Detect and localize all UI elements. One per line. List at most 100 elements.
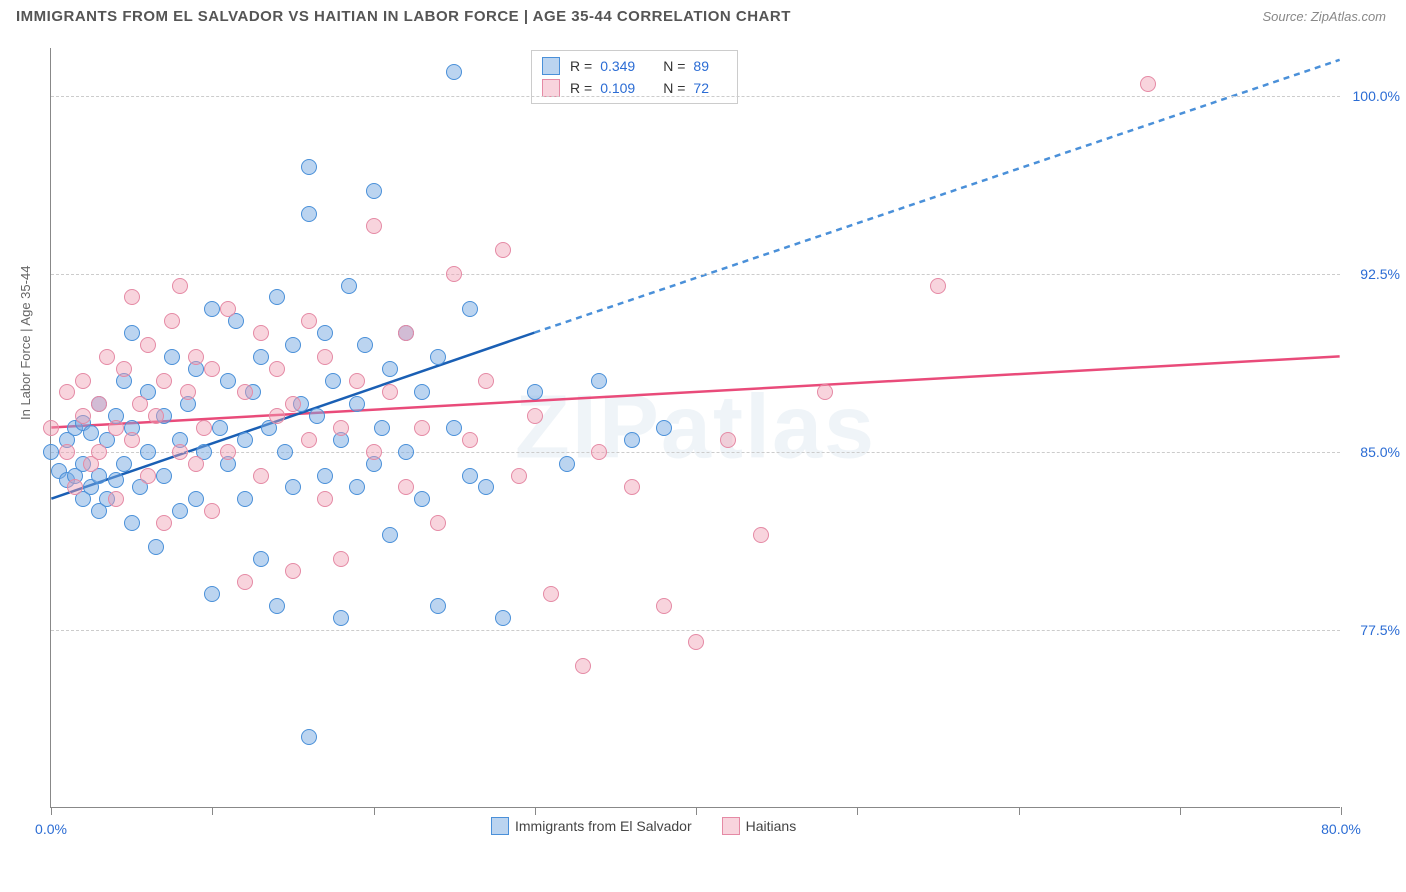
scatter-point-pink	[188, 349, 204, 365]
x-tick-label: 80.0%	[1321, 821, 1361, 837]
scatter-point-pink	[140, 468, 156, 484]
scatter-point-blue	[285, 337, 301, 353]
scatter-point-blue	[237, 432, 253, 448]
scatter-point-pink	[148, 408, 164, 424]
scatter-point-blue	[382, 361, 398, 377]
scatter-point-blue	[325, 373, 341, 389]
scatter-point-pink	[156, 515, 172, 531]
scatter-point-blue	[414, 491, 430, 507]
scatter-point-blue	[43, 444, 59, 460]
scatter-point-pink	[59, 384, 75, 400]
scatter-point-pink	[285, 396, 301, 412]
scatter-point-blue	[108, 472, 124, 488]
x-tick	[696, 807, 697, 815]
scatter-point-pink	[156, 373, 172, 389]
scatter-point-blue	[301, 206, 317, 222]
scatter-point-blue	[220, 373, 236, 389]
scatter-point-pink	[108, 491, 124, 507]
scatter-point-pink	[132, 396, 148, 412]
scatter-point-pink	[124, 289, 140, 305]
scatter-point-blue	[374, 420, 390, 436]
scatter-point-pink	[349, 373, 365, 389]
scatter-point-blue	[591, 373, 607, 389]
series-name-pink: Haitians	[746, 818, 797, 834]
scatter-point-pink	[333, 551, 349, 567]
scatter-point-pink	[317, 349, 333, 365]
scatter-point-blue	[140, 444, 156, 460]
y-tick-label: 92.5%	[1360, 266, 1400, 282]
r-value-blue: 0.349	[600, 58, 635, 74]
scatter-point-pink	[333, 420, 349, 436]
scatter-point-blue	[301, 729, 317, 745]
r-value-pink: 0.109	[600, 80, 635, 96]
gridline-h	[51, 274, 1340, 275]
n-value-pink: 72	[693, 80, 709, 96]
scatter-point-blue	[382, 527, 398, 543]
scatter-point-pink	[172, 444, 188, 460]
r-label: R =	[570, 58, 592, 74]
scatter-point-pink	[220, 301, 236, 317]
scatter-point-pink	[108, 420, 124, 436]
scatter-point-pink	[204, 503, 220, 519]
y-tick-label: 77.5%	[1360, 622, 1400, 638]
scatter-point-blue	[559, 456, 575, 472]
scatter-point-pink	[1140, 76, 1156, 92]
scatter-point-pink	[317, 491, 333, 507]
scatter-point-pink	[656, 598, 672, 614]
scatter-point-blue	[269, 598, 285, 614]
scatter-point-blue	[253, 551, 269, 567]
gridline-h	[51, 630, 1340, 631]
scatter-point-pink	[527, 408, 543, 424]
scatter-point-blue	[204, 586, 220, 602]
trend-lines-layer	[51, 48, 1340, 807]
x-tick	[1019, 807, 1020, 815]
scatter-point-blue	[83, 425, 99, 441]
scatter-point-blue	[656, 420, 672, 436]
scatter-point-pink	[253, 325, 269, 341]
scatter-point-blue	[188, 491, 204, 507]
source-label: Source: ZipAtlas.com	[1262, 9, 1386, 24]
series-name-blue: Immigrants from El Salvador	[515, 818, 692, 834]
scatter-point-blue	[624, 432, 640, 448]
scatter-point-pink	[140, 337, 156, 353]
scatter-point-blue	[124, 325, 140, 341]
scatter-point-blue	[148, 539, 164, 555]
scatter-point-blue	[349, 396, 365, 412]
x-tick	[535, 807, 536, 815]
scatter-point-pink	[253, 468, 269, 484]
scatter-point-pink	[269, 361, 285, 377]
scatter-point-pink	[99, 349, 115, 365]
scatter-point-pink	[591, 444, 607, 460]
swatch-blue	[542, 57, 560, 75]
scatter-point-pink	[930, 278, 946, 294]
scatter-point-pink	[172, 278, 188, 294]
scatter-point-blue	[462, 468, 478, 484]
scatter-point-blue	[237, 491, 253, 507]
scatter-point-blue	[398, 444, 414, 460]
scatter-point-pink	[301, 432, 317, 448]
x-tick	[212, 807, 213, 815]
scatter-point-blue	[164, 349, 180, 365]
scatter-point-blue	[462, 301, 478, 317]
swatch-pink	[722, 817, 740, 835]
swatch-pink	[542, 79, 560, 97]
x-tick	[1341, 807, 1342, 815]
scatter-point-pink	[59, 444, 75, 460]
scatter-point-pink	[688, 634, 704, 650]
scatter-point-pink	[67, 479, 83, 495]
x-tick	[1180, 807, 1181, 815]
scatter-point-blue	[478, 479, 494, 495]
scatter-point-pink	[204, 361, 220, 377]
scatter-point-pink	[495, 242, 511, 258]
scatter-point-pink	[624, 479, 640, 495]
scatter-point-pink	[478, 373, 494, 389]
n-value-blue: 89	[693, 58, 709, 74]
scatter-point-pink	[124, 432, 140, 448]
scatter-point-blue	[156, 468, 172, 484]
scatter-point-pink	[720, 432, 736, 448]
n-label: N =	[663, 58, 685, 74]
chart-plot-area: ZIPatlas R = 0.349 N = 89 R = 0.109 N = …	[50, 48, 1340, 808]
scatter-point-blue	[446, 420, 462, 436]
chart-title: IMMIGRANTS FROM EL SALVADOR VS HAITIAN I…	[16, 8, 791, 25]
scatter-point-pink	[237, 574, 253, 590]
